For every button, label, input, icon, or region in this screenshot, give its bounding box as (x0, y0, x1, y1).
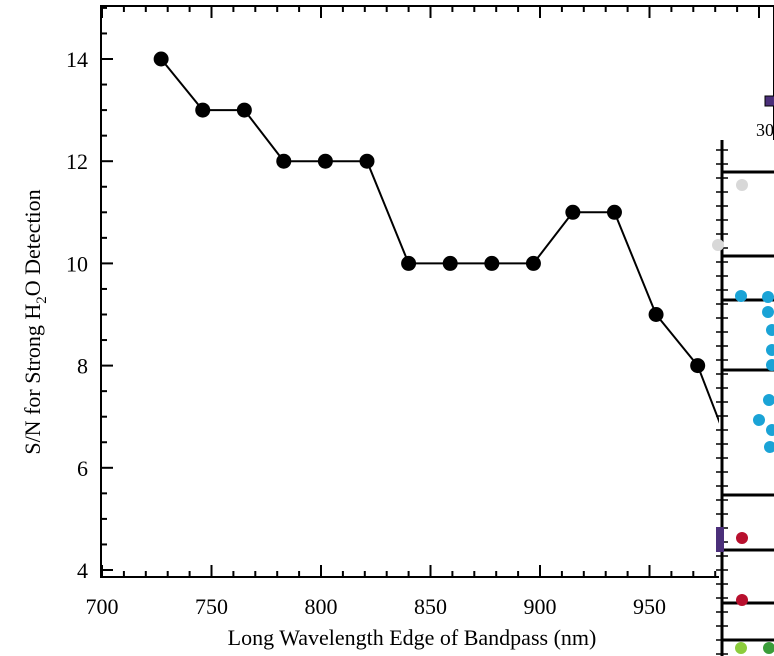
inset-panel: 300 (712, 95, 774, 656)
inset-dot (736, 594, 748, 606)
inset-dot (766, 344, 774, 356)
x-tick-label: 900 (524, 594, 557, 619)
y-tick-label: 10 (66, 251, 88, 276)
x-tick-labels: 7007508008509009501 (86, 594, 765, 619)
x-tick-label: 950 (633, 594, 666, 619)
y-axis-title-subscript: 2 (34, 296, 50, 304)
inset-dot (766, 359, 774, 371)
inset-dot (764, 441, 774, 453)
data-point (690, 358, 706, 374)
data-point (317, 153, 333, 169)
inset-purple-block (716, 527, 724, 552)
x-tick-label: 800 (305, 594, 338, 619)
data-point (648, 307, 664, 322)
y-tick-label: 6 (77, 456, 88, 481)
data-point (442, 255, 458, 271)
inset-dot (735, 290, 747, 302)
data-point (359, 153, 375, 169)
data-point (401, 255, 417, 271)
data-point (565, 204, 581, 220)
inset-dot (736, 532, 748, 544)
inset-dot (762, 291, 774, 303)
inset-dot (735, 642, 747, 654)
inset-dot (753, 414, 765, 426)
x-tick-label: 850 (414, 594, 447, 619)
inset-dot (762, 306, 774, 318)
y-tick-label: 4 (77, 558, 88, 583)
data-point (606, 204, 622, 220)
data-point (525, 255, 541, 271)
y-tick-labels: 4 6 8 10 12 14 (66, 47, 88, 583)
data-point (276, 153, 292, 169)
data-point (236, 102, 252, 118)
series-markers (153, 51, 706, 374)
y-axis-title: S/N for Strong H2O Detection (20, 189, 50, 454)
x-tick-label: 700 (86, 594, 119, 619)
inset-purple-marker (764, 95, 774, 107)
inset-dot (766, 324, 774, 336)
inset-dot (736, 179, 748, 191)
x-axis-title: Long Wavelength Edge of Bandpass (nm) (228, 625, 597, 650)
y-tick-label: 8 (77, 354, 88, 379)
data-point (484, 255, 500, 271)
inset-dot (766, 424, 774, 436)
x-tick-label: 750 (195, 594, 228, 619)
inset-dot (712, 239, 724, 251)
data-point (195, 102, 211, 118)
inset-panel-dividers (716, 149, 774, 655)
plot-frame (100, 5, 774, 578)
inset-dot (763, 394, 774, 406)
y-tick-label: 14 (66, 47, 88, 72)
inset-dot (763, 642, 774, 654)
inset-dots (712, 179, 774, 654)
y-axis-title-part1: S/N for Strong H (20, 304, 45, 455)
y-axis-title-part2: O Detection (20, 189, 45, 296)
axis-ticks (101, 6, 760, 577)
y-tick-label: 12 (66, 149, 88, 174)
data-point (153, 51, 169, 67)
inset-partial-label: 300 (756, 120, 774, 140)
